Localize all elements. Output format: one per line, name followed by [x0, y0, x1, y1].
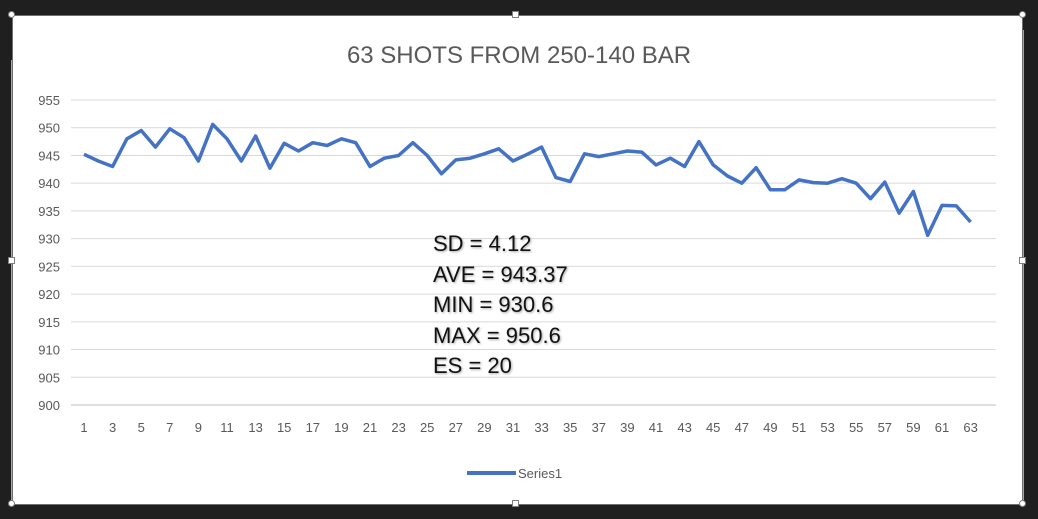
resize-handle-top[interactable]: [512, 11, 519, 18]
x-tick-label: 1: [80, 420, 87, 435]
y-tick-label: 905: [38, 370, 60, 385]
y-tick-label: 900: [38, 398, 60, 413]
x-tick-label: 61: [935, 420, 949, 435]
y-tick-label: 930: [38, 232, 60, 247]
x-tick-label: 55: [849, 420, 863, 435]
x-tick-label: 13: [248, 420, 262, 435]
x-tick-label: 7: [166, 420, 173, 435]
y-tick-label: 920: [38, 287, 60, 302]
chart-title: 63 SHOTS FROM 250-140 BAR: [347, 42, 691, 69]
x-tick-label: 57: [878, 420, 892, 435]
legend-label-series1: Series1: [518, 466, 562, 481]
resize-handle-bottom[interactable]: [512, 500, 519, 507]
stats-annotation: SD = 4.12 AVE = 943.37 MIN = 930.6 MAX =…: [433, 229, 568, 382]
y-tick-label: 915: [38, 315, 60, 330]
x-tick-label: 19: [334, 420, 348, 435]
y-tick-label: 940: [38, 176, 60, 191]
stat-sd: SD = 4.12: [433, 231, 532, 256]
y-tick-label: 910: [38, 343, 60, 358]
resize-handle-top-right[interactable]: [1019, 11, 1026, 18]
gridlines: [71, 99, 996, 406]
stat-min: MIN = 930.6: [433, 292, 554, 317]
x-tick-label: 37: [592, 420, 606, 435]
resize-handle-bottom-right[interactable]: [1019, 500, 1026, 507]
x-tick-label: 39: [620, 420, 634, 435]
series-layer: [83, 122, 972, 238]
y-tick-label: 945: [38, 148, 60, 163]
x-tick-label: 59: [906, 420, 920, 435]
resize-handle-right[interactable]: [1019, 257, 1026, 264]
y-tick-label: 935: [38, 204, 60, 219]
x-tick-label: 31: [506, 420, 520, 435]
x-tick-label: 51: [792, 420, 806, 435]
selection-edge-right: [1023, 30, 1024, 500]
y-tick-label: 925: [38, 259, 60, 274]
x-tick-label: 53: [820, 420, 834, 435]
stat-es: ES = 20: [433, 353, 512, 378]
legend: Series1: [467, 466, 562, 481]
x-tick-label: 47: [735, 420, 749, 435]
line-chart: 63 SHOTS FROM 250-140 BAR 90090591091592…: [38, 42, 996, 481]
x-tick-label: 17: [306, 420, 320, 435]
x-tick-label: 5: [138, 420, 145, 435]
selection-edge-left: [11, 60, 12, 500]
x-tick-label: 33: [534, 420, 548, 435]
x-tick-label: 11: [220, 420, 234, 435]
x-tick-label: 63: [963, 420, 977, 435]
x-tick-label: 29: [477, 420, 491, 435]
x-tick-label: 27: [449, 420, 463, 435]
series-line-series1: [83, 122, 972, 238]
x-tick-label: 25: [420, 420, 434, 435]
x-tick-label: 35: [563, 420, 577, 435]
resize-handle-bottom-left[interactable]: [8, 500, 15, 507]
y-axis-ticks: 900 905 910 915 920 925 930 935 940 945 950 955: [38, 93, 60, 413]
x-tick-label: 9: [195, 420, 202, 435]
resize-handle-top-left[interactable]: [8, 11, 15, 18]
x-tick-label: 15: [277, 420, 291, 435]
x-tick-label: 41: [649, 420, 663, 435]
x-tick-label: 23: [391, 420, 405, 435]
stat-average: AVE = 943.37: [433, 261, 568, 287]
stat-max: MAX = 950.6: [433, 322, 561, 348]
y-tick-label: 950: [38, 121, 60, 136]
x-tick-label: 49: [763, 420, 777, 435]
x-tick-label: 43: [677, 420, 691, 435]
x-tick-label: 45: [706, 420, 720, 435]
x-tick-label: 3: [109, 420, 116, 435]
y-tick-label: 955: [38, 93, 60, 108]
x-tick-label: 21: [363, 420, 377, 435]
chart-area[interactable]: 63 SHOTS FROM 250-140 BAR 900 905 910 915 92…: [12, 15, 1023, 505]
resize-handle-left[interactable]: [8, 257, 15, 264]
x-axis-ticks: 1 3 5 7 9 11 13 15 17 19 21 23 25 27 29 31 33 35 37 39 41 43 4…: [80, 420, 977, 435]
